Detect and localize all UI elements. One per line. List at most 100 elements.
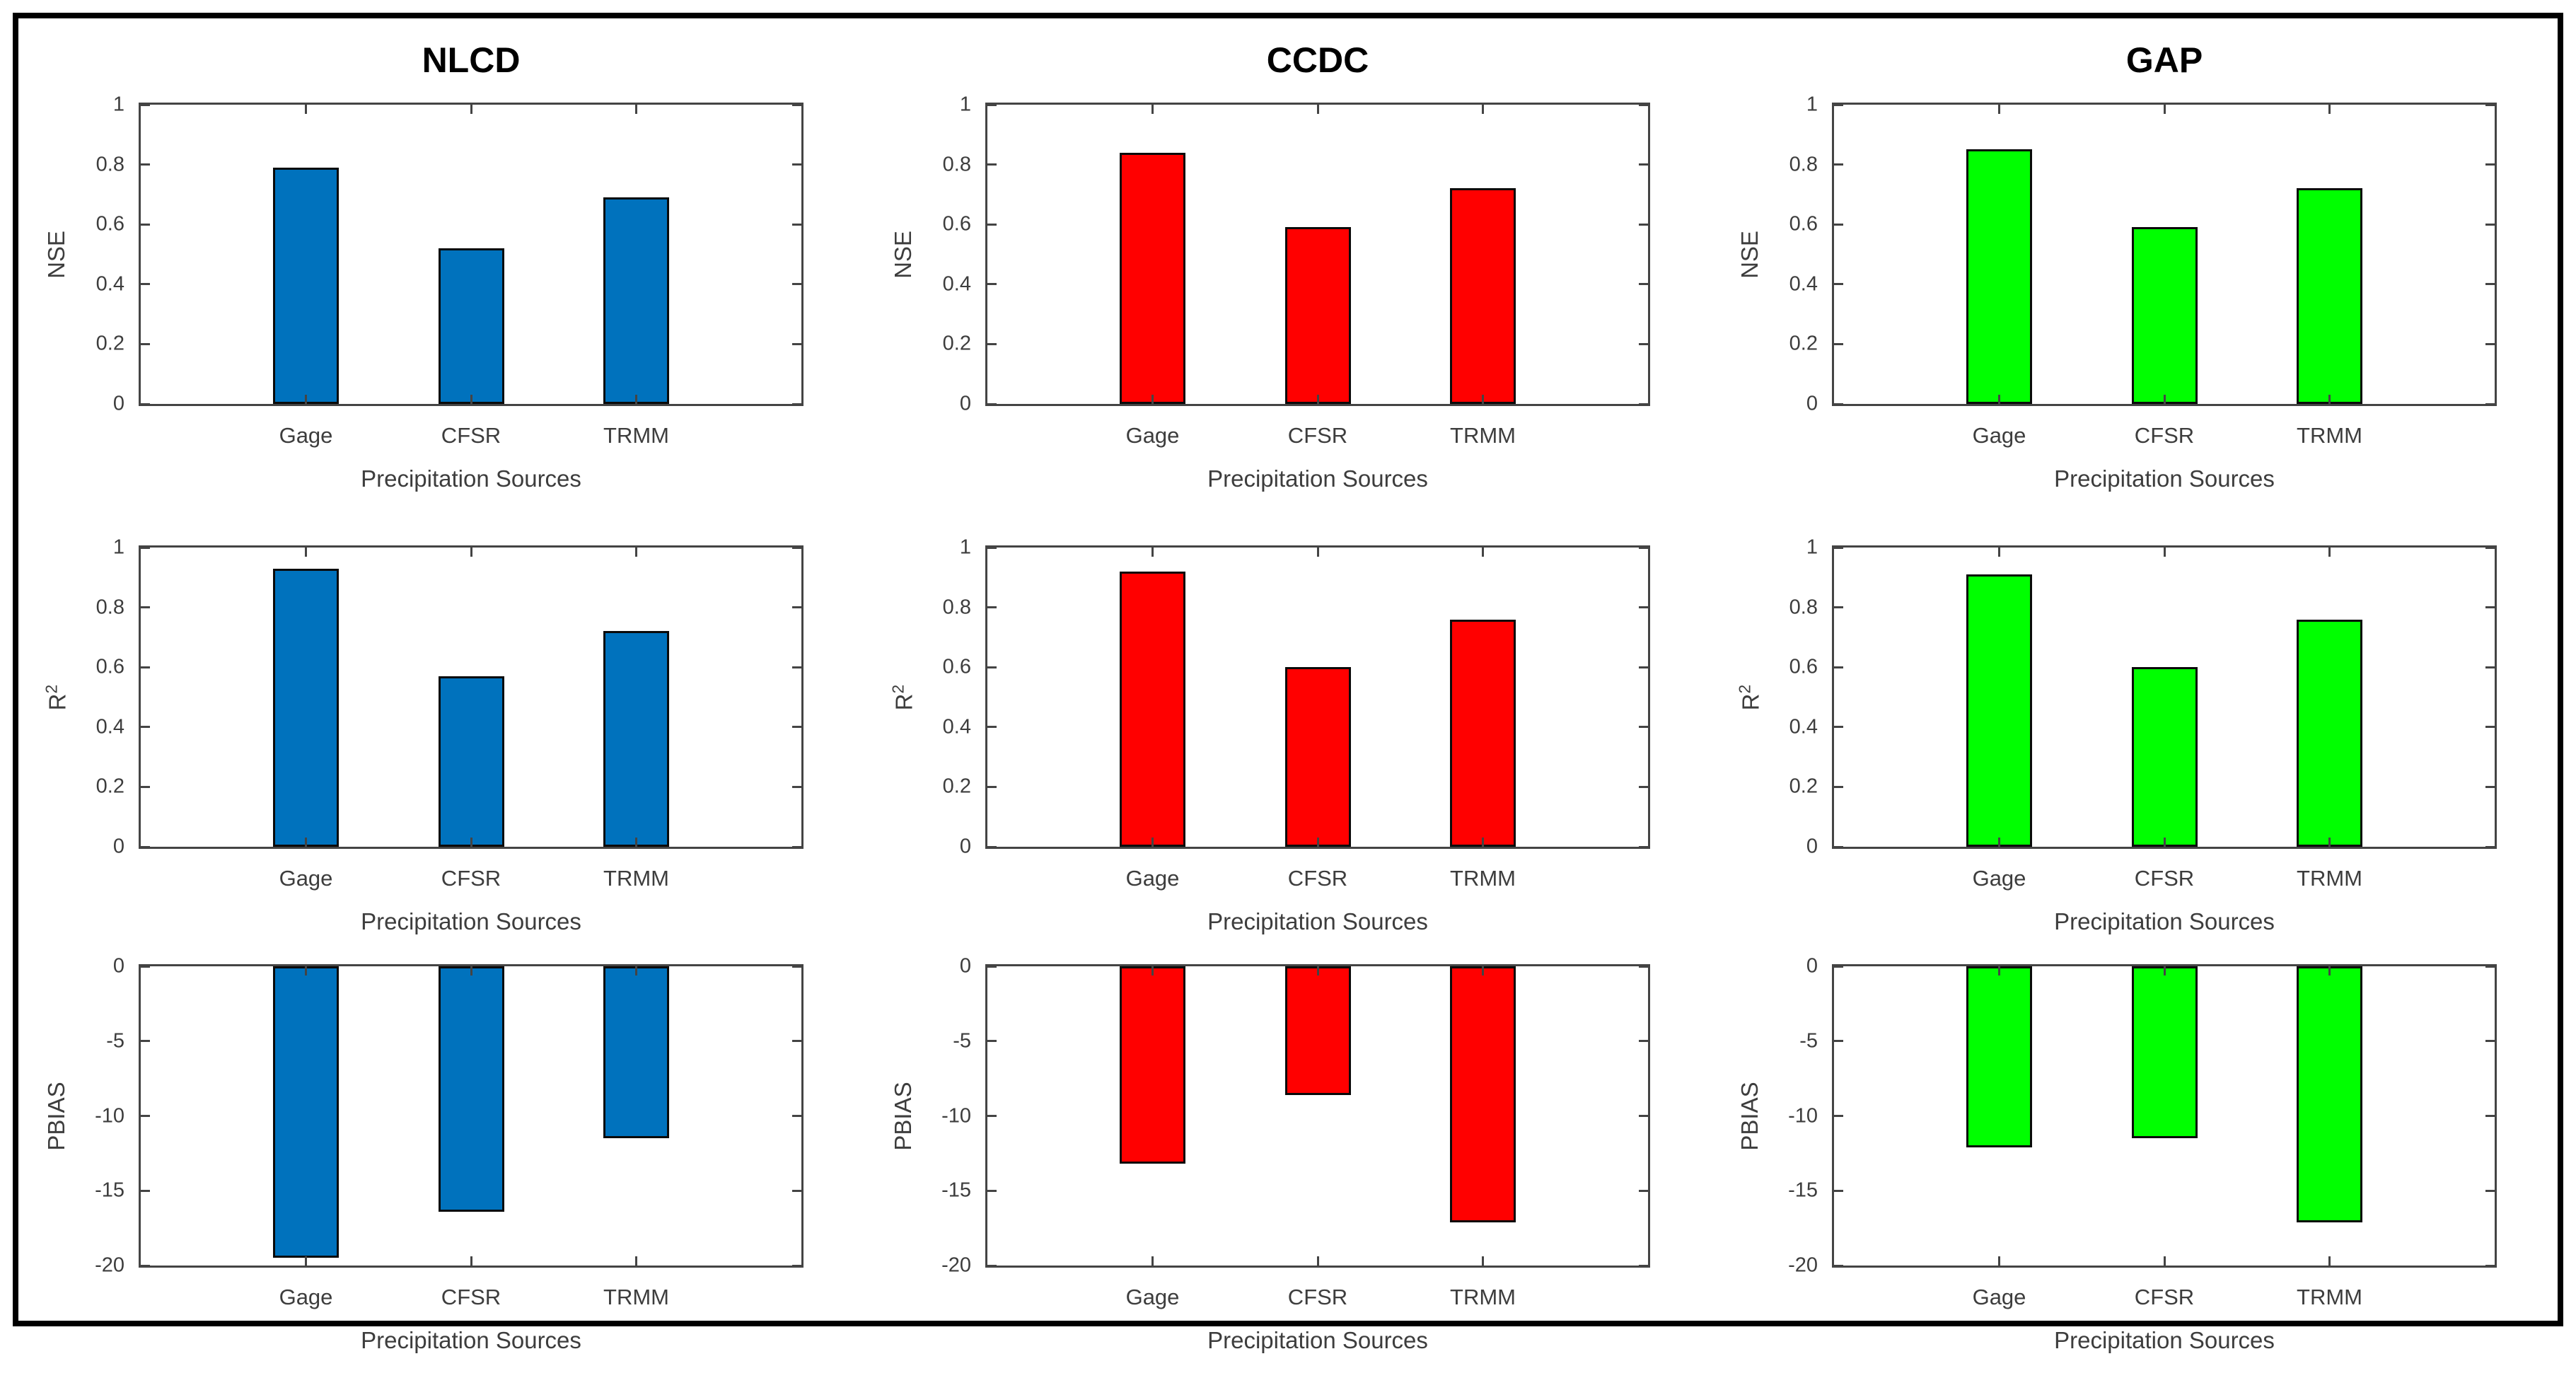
tick-mark xyxy=(305,548,307,557)
y-tick-label: -5 xyxy=(1799,1029,1818,1053)
plot-area xyxy=(139,964,803,1268)
tick-mark xyxy=(1998,838,2000,847)
tick-mark xyxy=(2485,726,2495,728)
y-axis-label: R2 xyxy=(1735,684,1764,710)
x-tick-label: Gage xyxy=(1125,423,1180,448)
tick-mark xyxy=(2164,548,2166,557)
tick-mark xyxy=(141,283,150,285)
bar-cfsr xyxy=(439,966,504,1212)
figure-border: NLCD NSE 0 0.2 0.4 0.6 0.8 1 Gage CFSR TRMM Precipi… xyxy=(13,13,2563,1353)
tick-mark xyxy=(635,1256,637,1266)
bar-trmm xyxy=(1450,966,1516,1222)
subplot-r2-gap: R2 0 0.2 0.4 0.6 0.8 1 Gage CFSR TRMM Precipitatio… xyxy=(1712,464,2558,959)
tick-mark xyxy=(141,606,150,608)
tick-mark xyxy=(2164,966,2166,975)
y-tick-label: 0.8 xyxy=(95,153,124,176)
tick-mark xyxy=(987,163,997,166)
tick-mark xyxy=(141,547,150,549)
x-tick-label: Gage xyxy=(1972,1285,2026,1309)
tick-mark xyxy=(792,1115,801,1117)
y-tick-label: -10 xyxy=(95,1104,124,1127)
tick-mark xyxy=(1482,966,1484,975)
subplot-nse-nlcd: NLCD NSE 0 0.2 0.4 0.6 0.8 1 Gage CFSR TRMM Precipi… xyxy=(18,21,865,516)
tick-mark xyxy=(1639,224,1648,226)
tick-mark xyxy=(792,1190,801,1192)
x-tick-label: Gage xyxy=(279,1285,333,1309)
x-axis-label: Precipitation Sources xyxy=(361,908,581,934)
tick-mark xyxy=(987,1190,997,1192)
subplot-r2-nlcd: R2 0 0.2 0.4 0.6 0.8 1 Gage CFSR TRMM Precipitatio… xyxy=(18,464,865,959)
tick-mark xyxy=(987,606,997,608)
tick-mark xyxy=(1834,343,1843,345)
tick-mark xyxy=(470,838,472,847)
tick-mark xyxy=(792,1265,801,1267)
y-tick-label: -20 xyxy=(95,1253,124,1277)
bar-gage xyxy=(1966,149,2032,404)
plot-area xyxy=(1832,545,2497,849)
tick-mark xyxy=(1834,1115,1843,1117)
tick-mark xyxy=(1639,283,1648,285)
x-tick-label: CFSR xyxy=(1287,1285,1348,1309)
tick-mark xyxy=(1834,283,1843,285)
x-tick-label: TRMM xyxy=(2297,423,2362,448)
bar-gage xyxy=(1966,966,2032,1147)
tick-mark xyxy=(2485,104,2495,106)
bar-trmm xyxy=(603,631,669,847)
y-tick-label: 1 xyxy=(959,93,971,116)
tick-mark xyxy=(792,966,801,968)
bar-trmm xyxy=(603,966,669,1138)
tick-mark xyxy=(1482,395,1484,404)
y-tick-label: 0 xyxy=(1806,392,1818,415)
tick-mark xyxy=(1639,1040,1648,1042)
tick-mark xyxy=(2328,966,2331,975)
tick-mark xyxy=(987,283,997,285)
y-tick-label: 0.4 xyxy=(95,272,124,296)
tick-mark xyxy=(792,726,801,728)
tick-mark xyxy=(987,1265,997,1267)
tick-mark xyxy=(1317,1256,1319,1266)
tick-mark xyxy=(1639,726,1648,728)
tick-mark xyxy=(635,105,637,114)
tick-mark xyxy=(141,403,150,405)
tick-mark xyxy=(1834,224,1843,226)
tick-mark xyxy=(2485,163,2495,166)
subplot-nse-gap: GAP NSE 0 0.2 0.4 0.6 0.8 1 Gage CFSR TRMM Precipit… xyxy=(1712,21,2558,516)
plot-area xyxy=(985,103,1650,406)
y-tick-label: 0.2 xyxy=(95,332,124,355)
tick-mark xyxy=(470,1256,472,1266)
tick-mark xyxy=(1151,105,1154,114)
y-tick-label: 0.6 xyxy=(95,212,124,236)
y-tick-label: 0.4 xyxy=(942,715,971,739)
tick-mark xyxy=(792,343,801,345)
tick-mark xyxy=(2485,606,2495,608)
tick-mark xyxy=(470,548,472,557)
x-tick-label: Gage xyxy=(279,866,333,891)
y-tick-label: 0.4 xyxy=(95,715,124,739)
tick-mark xyxy=(305,838,307,847)
tick-mark xyxy=(305,395,307,404)
y-axis-label: R2 xyxy=(888,684,917,710)
tick-mark xyxy=(792,224,801,226)
tick-mark xyxy=(141,1190,150,1192)
chart-title: GAP xyxy=(2125,40,2203,80)
plot-area xyxy=(139,545,803,849)
x-tick-label: Gage xyxy=(1125,1285,1180,1309)
y-tick-label: 0.4 xyxy=(1789,272,1818,296)
tick-mark xyxy=(141,224,150,226)
y-tick-label: 0.2 xyxy=(942,332,971,355)
subplot-pbias-gap: PBIAS -20 -15 -10 -5 0 Gage CFSR TRMM Precipitati… xyxy=(1712,883,2558,1378)
bar-trmm xyxy=(2297,966,2362,1222)
tick-mark xyxy=(1834,1040,1843,1042)
x-tick-label: CFSR xyxy=(1287,423,1348,448)
x-tick-label: TRMM xyxy=(1450,423,1516,448)
tick-mark xyxy=(987,1040,997,1042)
y-tick-label: -15 xyxy=(1788,1179,1818,1202)
tick-mark xyxy=(792,104,801,106)
tick-mark xyxy=(1834,1265,1843,1267)
tick-mark xyxy=(1639,1190,1648,1192)
tick-mark xyxy=(987,1115,997,1117)
tick-mark xyxy=(1151,966,1154,975)
plot-area xyxy=(985,545,1650,849)
tick-mark xyxy=(1834,163,1843,166)
subplot-nse-ccdc: CCDC NSE 0 0.2 0.4 0.6 0.8 1 Gage CFSR TRMM Precipi… xyxy=(865,21,1712,516)
